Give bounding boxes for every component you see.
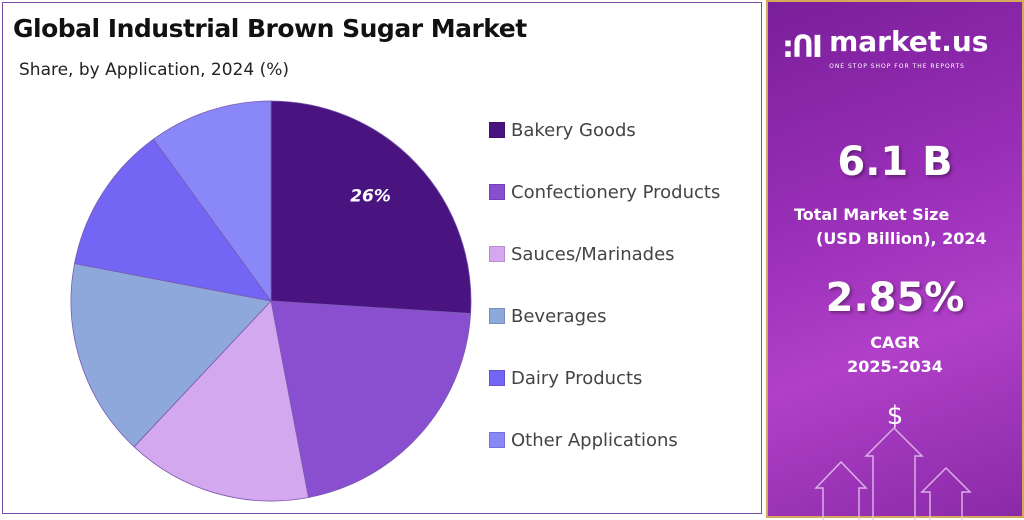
cagr-period: 2025-2034	[847, 357, 943, 376]
dollar-icon: $	[886, 401, 904, 431]
brand-logo: :ՈI market.us ONE STOP SHOP FOR THE REPO…	[782, 24, 988, 71]
pie-chart: 26%	[70, 100, 472, 502]
legend-label: Other Applications	[511, 429, 678, 451]
legend-item: Dairy Products	[489, 347, 720, 409]
chart-title: Global Industrial Brown Sugar Market	[13, 14, 527, 43]
pie-slice-confectionery-products	[270, 300, 472, 498]
pie-slice-dairy-products	[74, 138, 272, 302]
brand-name: market.us	[829, 25, 989, 58]
legend-swatch	[489, 184, 505, 200]
pie-slice-other-applications	[152, 100, 272, 303]
chart-panel: 26% Global Industrial Brown Sugar Market…	[2, 2, 762, 514]
legend-item: Sauces/Marinades	[489, 223, 720, 285]
legend-swatch	[489, 370, 505, 386]
pie-slice-sauces-marinades	[133, 300, 309, 502]
market-size-unit: (USD Billion), 2024	[816, 229, 987, 248]
logo-icon: :ՈI	[782, 29, 823, 65]
legend-swatch	[489, 246, 505, 262]
market-size-label: Total Market Size	[794, 205, 950, 224]
data-label: 26%	[350, 187, 391, 207]
legend-item: Bakery Goods	[489, 99, 720, 161]
market-size-value: 6.1 B	[837, 139, 953, 185]
legend: Bakery Goods Confectionery Products Sauces…	[489, 99, 720, 471]
legend-swatch	[489, 308, 505, 324]
brand-tagline: ONE STOP SHOP FOR THE REPORTS	[829, 63, 965, 70]
legend-label: Sauces/Marinades	[511, 243, 675, 265]
legend-item: Other Applications	[489, 409, 720, 471]
legend-label: Bakery Goods	[511, 119, 636, 141]
cagr-label: CAGR	[870, 333, 920, 352]
growth-arrows-icon	[814, 426, 972, 520]
legend-swatch	[489, 122, 505, 138]
legend-item: Confectionery Products	[489, 161, 720, 223]
legend-swatch	[489, 432, 505, 448]
legend-label: Dairy Products	[511, 367, 643, 389]
legend-label: Beverages	[511, 305, 607, 327]
stats-panel: :ՈI market.us ONE STOP SHOP FOR THE REPO…	[766, 0, 1024, 520]
legend-label: Confectionery Products	[511, 181, 721, 203]
pie-slice-bakery-goods	[270, 100, 472, 314]
chart-subtitle: Share, by Application, 2024 (%)	[19, 60, 289, 80]
legend-item: Beverages	[489, 285, 720, 347]
cagr-value: 2.85%	[825, 275, 965, 321]
pie-slice-beverages	[70, 263, 272, 448]
